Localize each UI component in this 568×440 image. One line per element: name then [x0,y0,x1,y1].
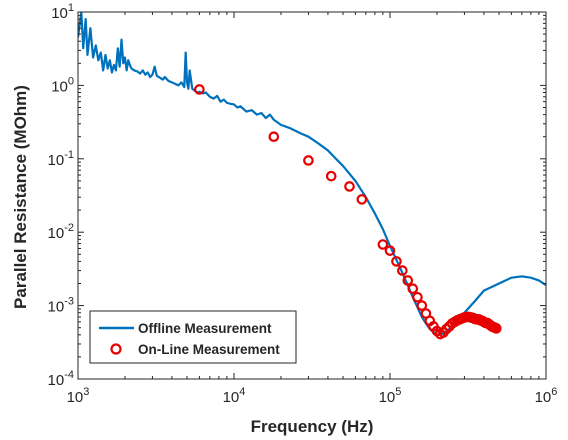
legend-label-offline: Offline Measurement [138,321,272,336]
x-tick-label: 106 [535,386,558,406]
axes-layer [77,11,547,380]
data-point-online [407,283,419,294]
tick-labels: 103 104 105 106 10-4 10-3 10-2 10-1 100 101 [48,2,558,406]
data-point-online [397,265,408,276]
data-point-online [356,194,368,205]
data-point-online [391,256,402,267]
data-point-online [412,291,423,303]
legend-marker-online [110,343,122,355]
series-line-offline [78,12,546,336]
y-tick-label: 100 [51,75,74,95]
y-tick-label: 101 [51,2,74,22]
y-tick-label: 10-4 [48,369,74,389]
x-axis-title: Frequency (Hz) [251,417,374,436]
data-point-online [194,84,205,95]
x-tick-label: 104 [223,386,246,406]
y-axis-title: Parallel Resistance (MOhm) [11,85,30,309]
data-point-online [325,170,337,182]
y-tick-label: 10-3 [48,296,74,316]
data-point-online [377,239,389,250]
legend: Offline Measurement On-Line Measurement [89,310,297,364]
y-tick-label: 10-2 [48,222,74,242]
y-tick-label: 10-1 [48,149,74,169]
data-point-online [268,131,280,142]
series-layer [78,12,546,340]
legend-box [89,310,297,364]
data-point-online [402,275,414,286]
data-point-online [384,245,396,256]
data-point-online [344,181,355,192]
data-point-online [490,323,502,334]
data-point-online [416,300,428,311]
x-tick-label: 105 [379,386,402,406]
data-point-online [303,155,314,166]
legend-label-online: On-Line Measurement [138,342,280,357]
x-tick-label: 103 [67,386,90,406]
plot-frame [77,11,547,380]
